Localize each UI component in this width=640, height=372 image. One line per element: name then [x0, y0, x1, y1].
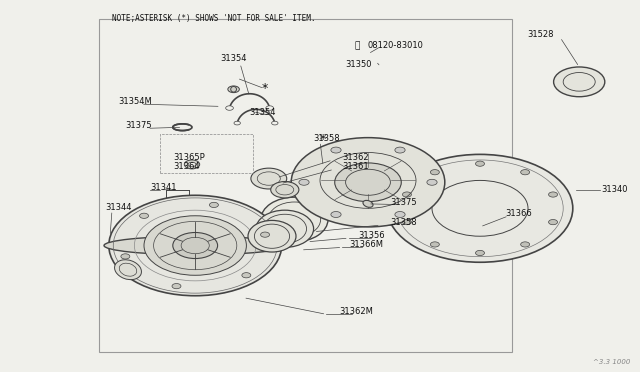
Ellipse shape	[363, 201, 373, 207]
Text: 31375: 31375	[125, 121, 152, 130]
Ellipse shape	[104, 236, 287, 255]
Circle shape	[299, 179, 309, 185]
Circle shape	[228, 86, 239, 93]
Circle shape	[521, 170, 530, 175]
Text: 31354: 31354	[250, 108, 276, 117]
Circle shape	[109, 195, 282, 296]
Text: Ⓑ: Ⓑ	[355, 41, 360, 50]
Text: 31358: 31358	[390, 218, 417, 227]
Circle shape	[548, 192, 557, 197]
Circle shape	[188, 162, 196, 167]
Text: 31528: 31528	[527, 30, 554, 39]
Circle shape	[144, 216, 246, 275]
Circle shape	[395, 212, 405, 218]
Text: 31344: 31344	[106, 203, 132, 212]
Circle shape	[242, 273, 251, 278]
Circle shape	[173, 232, 218, 259]
Circle shape	[271, 121, 278, 125]
Ellipse shape	[256, 210, 314, 247]
Text: 31375: 31375	[390, 198, 417, 206]
Circle shape	[184, 160, 200, 169]
Circle shape	[521, 242, 530, 247]
Text: NOTE;ASTERISK (*) SHOWS 'NOT FOR SALE' ITEM.: NOTE;ASTERISK (*) SHOWS 'NOT FOR SALE' I…	[112, 14, 316, 23]
Text: 31362: 31362	[342, 153, 369, 162]
Circle shape	[427, 179, 437, 185]
Text: 31356: 31356	[358, 231, 385, 240]
Circle shape	[172, 283, 181, 289]
Circle shape	[395, 147, 405, 153]
Text: 31362M: 31362M	[339, 307, 373, 316]
Bar	[160, 134, 253, 173]
Text: 31365P: 31365P	[173, 153, 205, 162]
Ellipse shape	[261, 197, 328, 242]
Text: *: *	[320, 133, 326, 146]
Circle shape	[234, 121, 241, 125]
Circle shape	[209, 202, 218, 208]
Circle shape	[403, 192, 412, 197]
Circle shape	[121, 254, 130, 259]
Ellipse shape	[115, 260, 141, 280]
Text: *: *	[261, 82, 268, 95]
Circle shape	[387, 154, 573, 262]
Text: 31350: 31350	[345, 60, 372, 69]
Circle shape	[476, 250, 484, 256]
Circle shape	[251, 168, 287, 189]
Ellipse shape	[173, 124, 192, 131]
Ellipse shape	[248, 220, 296, 252]
Circle shape	[430, 242, 439, 247]
Circle shape	[476, 161, 484, 166]
Text: 31340: 31340	[602, 185, 628, 194]
Circle shape	[335, 163, 401, 202]
Circle shape	[271, 182, 299, 198]
Circle shape	[291, 138, 445, 227]
Circle shape	[403, 219, 412, 225]
Circle shape	[331, 212, 341, 218]
Circle shape	[226, 106, 234, 110]
Circle shape	[331, 147, 341, 153]
Circle shape	[140, 213, 148, 218]
Circle shape	[554, 67, 605, 97]
Circle shape	[260, 232, 269, 237]
Text: 31361: 31361	[342, 162, 369, 171]
Bar	[99, 19, 512, 352]
Circle shape	[548, 219, 557, 225]
Circle shape	[430, 170, 439, 175]
Text: 08120-83010: 08120-83010	[368, 41, 424, 50]
Text: ^3.3 1000: ^3.3 1000	[593, 359, 630, 365]
Text: 31354: 31354	[220, 54, 247, 63]
Text: 31358: 31358	[314, 134, 340, 143]
Circle shape	[266, 106, 273, 110]
Text: 31366: 31366	[506, 209, 532, 218]
Text: 31366M: 31366M	[349, 240, 383, 249]
Text: 31354M: 31354M	[118, 97, 152, 106]
Ellipse shape	[231, 86, 237, 92]
Text: 31341: 31341	[150, 183, 177, 192]
Text: 31364: 31364	[173, 162, 200, 171]
